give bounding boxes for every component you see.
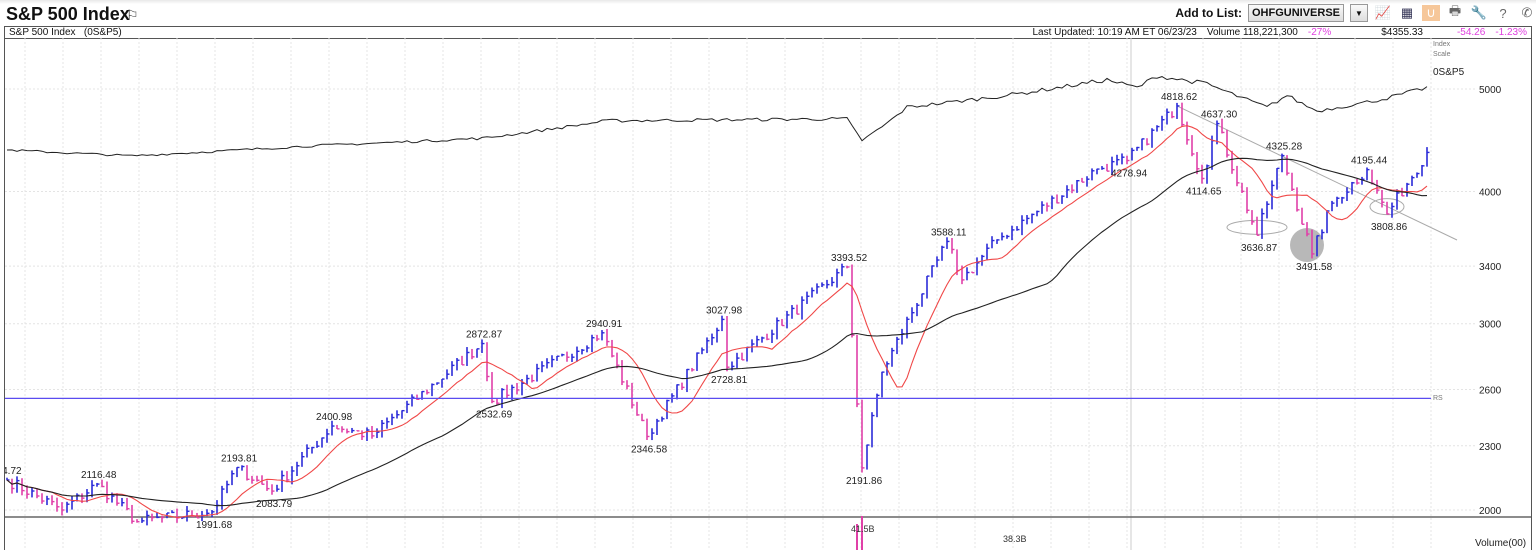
price-annotation: 2400.98	[316, 412, 353, 423]
price-annotation: 2872.87	[466, 330, 503, 341]
price-chart[interactable]: 2000 2300 2600 3000 3400 4000 5000 134.72 2116.…	[5, 38, 1531, 550]
comparison-line	[6, 76, 1428, 157]
overlay-icon[interactable]: ∪	[1422, 5, 1440, 21]
highlight-circle	[1290, 228, 1324, 263]
price: $4355.33	[1381, 27, 1423, 38]
info-bar: S&P 500 Index (0S&P5) Last Updated: 10:1…	[4, 26, 1532, 39]
price-annotation: 2083.79	[256, 499, 293, 510]
toolbar: Add to List: OHFGUNIVERSE ▼ 📈 ▦ ∪ 🖶 🔧 ? …	[1175, 3, 1536, 23]
add-to-list-label: Add to List:	[1175, 6, 1242, 20]
help-icon[interactable]: ?	[1499, 5, 1507, 21]
print-icon[interactable]: 🖶	[1448, 3, 1462, 18]
price-annotation: 2728.81	[711, 375, 748, 386]
price-annotation: 3027.98	[706, 305, 743, 316]
moving-average-long	[6, 157, 1428, 507]
wrench-icon[interactable]: 🔧	[1470, 5, 1488, 20]
volume-annotation: 38.3B	[1003, 534, 1027, 544]
price-annotation: 4325.28	[1266, 142, 1303, 153]
price-change: -54.26	[1456, 27, 1486, 38]
layout-grid-icon[interactable]: ▦	[1400, 5, 1414, 20]
price-annotation: 2116.48	[81, 470, 117, 481]
flag-icon[interactable]: ⚐	[126, 7, 139, 23]
chevron-down-icon[interactable]: ▼	[1350, 4, 1368, 22]
chart-area[interactable]: 2000 2300 2600 3000 3400 4000 5000 134.72 2116.…	[4, 38, 1532, 550]
price-annotation: 4637.30	[1201, 110, 1238, 121]
moving-average-short	[6, 125, 1428, 519]
volume: Volume 118,221,300	[1206, 27, 1298, 38]
price-annotation: 4818.62	[1161, 92, 1198, 103]
price-annotation: 2346.58	[631, 444, 668, 455]
axis-label-index: Index	[1433, 41, 1451, 48]
y-tick-label: 4000	[1479, 187, 1502, 198]
volume-annotation: 41.5B	[851, 524, 875, 534]
price-annotation: 3588.11	[931, 227, 967, 238]
phone-icon[interactable]: ✆	[1521, 5, 1533, 20]
overlay-label: 0S&P5	[1433, 67, 1465, 78]
symbol-name: S&P 500 Index (0S&P5)	[9, 27, 122, 38]
y-tick-label: 2300	[1479, 442, 1502, 453]
rs-label: RS	[1433, 395, 1443, 402]
price-annotation: 4195.44	[1351, 156, 1388, 167]
price-annotation: 3491.58	[1296, 262, 1333, 273]
price-annotation: 2940.91	[586, 319, 623, 330]
last-updated: Last Updated: 10:19 AM ET 06/23/23	[1032, 27, 1197, 38]
price-annotation: 3393.52	[831, 253, 868, 264]
y-tick-label: 2600	[1479, 385, 1502, 396]
price-annotation: 2191.86	[846, 476, 883, 487]
top-shadow	[0, 0, 1536, 4]
volume-change: -27%	[1307, 27, 1332, 38]
page-title: S&P 500 Index	[6, 4, 130, 24]
volume-label: Volume(00)	[1475, 538, 1526, 549]
price-annotation: 2193.81	[221, 453, 258, 464]
list-select[interactable]: OHFGUNIVERSE	[1247, 4, 1344, 22]
price-annotation: 3808.86	[1371, 222, 1408, 233]
price-annotation: 1991.68	[196, 520, 233, 531]
price-annotation: 3636.87	[1241, 243, 1278, 254]
axis-label-scale: Scale	[1433, 51, 1451, 58]
price-annotation: 134.72	[5, 466, 22, 477]
line-chart-icon[interactable]: 📈	[1374, 5, 1392, 20]
price-annotation: 4114.65	[1186, 186, 1222, 197]
y-tick-label: 5000	[1479, 85, 1502, 96]
y-tick-label: 2000	[1479, 506, 1502, 517]
price-annotation: 2532.69	[476, 409, 513, 420]
trend-line	[1176, 105, 1458, 241]
price-annotation: 4278.94	[1111, 169, 1148, 180]
y-tick-label: 3400	[1479, 262, 1502, 273]
y-tick-label: 3000	[1479, 320, 1502, 331]
price-change-pct: -1.23%	[1495, 27, 1527, 38]
